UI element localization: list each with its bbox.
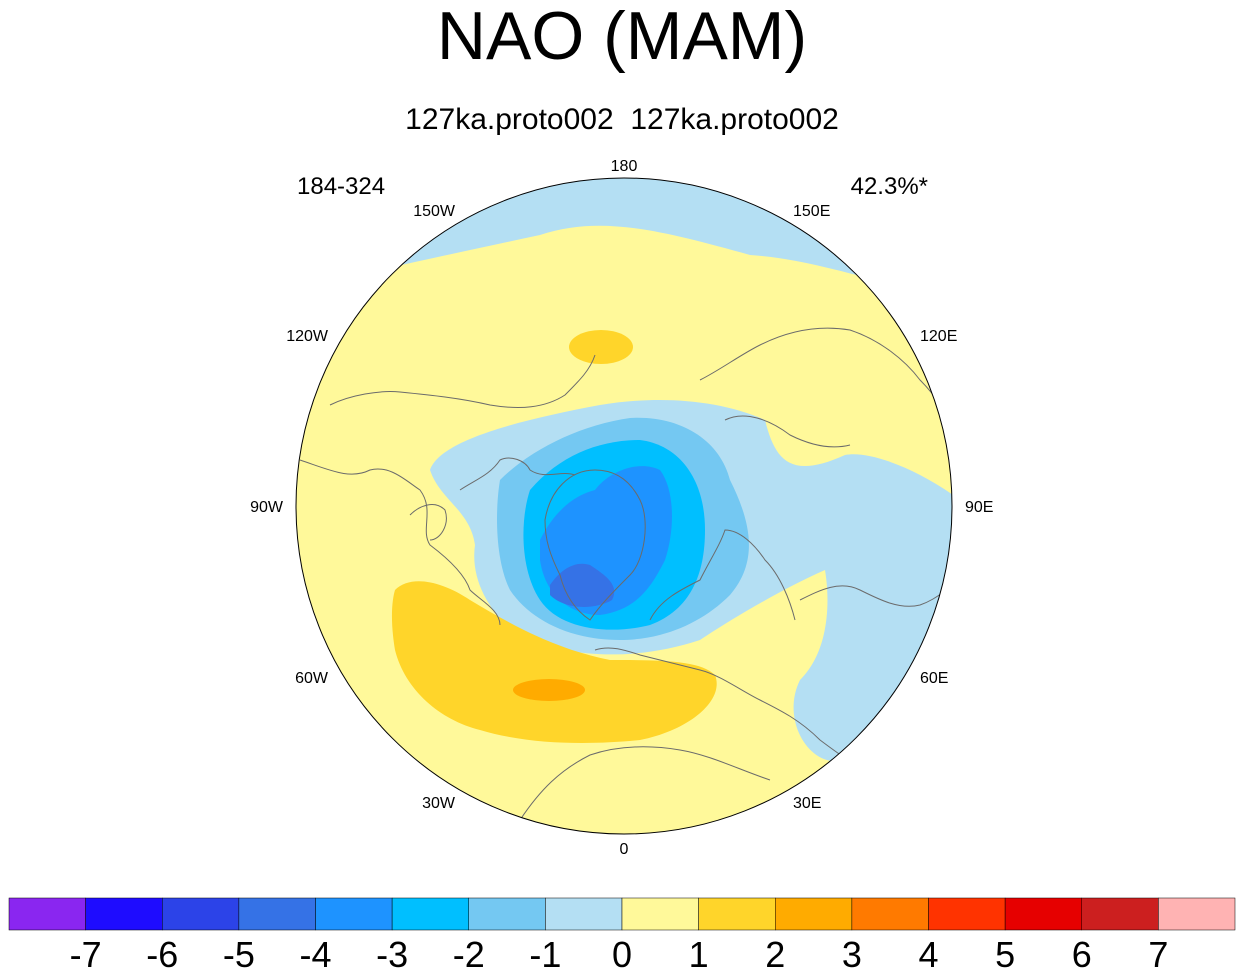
colorbar-box — [698, 897, 776, 931]
colorbar-label: -3 — [376, 934, 409, 975]
lon-label-120e: 120E — [920, 328, 957, 345]
coastlines — [299, 327, 952, 821]
colorbar-label: 0 — [611, 934, 633, 975]
colorbar-box — [315, 897, 393, 931]
colorbar-box — [775, 897, 853, 931]
coast-asia-east — [799, 584, 952, 607]
field-center-neg5 — [550, 563, 615, 607]
lon-label-90e: 90E — [965, 499, 993, 516]
coast-hudson — [409, 504, 447, 541]
lon-label-180: 180 — [611, 158, 638, 175]
colorbar-label: 6 — [1071, 934, 1092, 975]
colorbar-box — [238, 897, 316, 931]
colorbar — [8, 897, 1236, 931]
plot-subtitle: 127ka.proto002 127ka.proto002 — [405, 103, 839, 136]
plot-title: NAO (MAM) — [436, 0, 808, 74]
coast-scandinavia — [649, 529, 796, 621]
colorbar-label: 2 — [765, 934, 786, 975]
lon-label-30w: 30W — [422, 795, 456, 812]
lon-label-60e: 60E — [920, 670, 948, 687]
map-perimeter — [295, 177, 953, 835]
colorbar-box — [1158, 897, 1236, 931]
colorbar-label: -2 — [452, 934, 485, 975]
colorbar-label: -1 — [529, 934, 562, 975]
colorbar-box — [8, 897, 86, 931]
colorbar-label: 4 — [918, 934, 939, 975]
colorbar-label: 1 — [688, 934, 709, 975]
colorbar-box — [851, 897, 929, 931]
field-pacific-pos2 — [569, 330, 633, 364]
left-string: 184-324 — [297, 173, 386, 200]
coast-africa — [519, 746, 771, 821]
lon-label-150e: 150E — [793, 203, 830, 220]
coast-north-america — [299, 459, 501, 626]
colorbar-label: -5 — [222, 934, 255, 975]
field-atlantic-pos3 — [513, 679, 585, 701]
colorbar-box — [391, 897, 469, 931]
colorbar-box — [162, 897, 240, 931]
coast-europe — [594, 647, 881, 776]
right-string: 42.3%* — [850, 173, 928, 200]
colorbar-label: -6 — [146, 934, 179, 975]
coast-russia-arctic — [724, 415, 851, 448]
colorbar-label: -4 — [299, 934, 332, 975]
lon-label-60w: 60W — [295, 670, 329, 687]
coast-canada-arctic — [459, 457, 576, 491]
colorbar-box — [1004, 897, 1082, 931]
colorbar-label: 3 — [841, 934, 862, 975]
colorbar-label: 5 — [995, 934, 1016, 975]
colorbar-label: -7 — [69, 934, 102, 975]
colorbar-box — [545, 897, 623, 931]
coast-alaska — [329, 354, 596, 409]
field-atlantic-pos2 — [391, 581, 717, 743]
coast-greenland — [544, 469, 646, 621]
colorbar-box — [1081, 897, 1159, 931]
lon-label-120w: 120W — [286, 328, 329, 345]
colorbar-box — [928, 897, 1006, 931]
lon-label-90w: 90W — [250, 499, 284, 516]
colorbar-label: 7 — [1148, 934, 1169, 975]
lon-label-0: 0 — [620, 841, 629, 858]
coast-siberia — [699, 327, 951, 431]
colorbar-box — [468, 897, 546, 931]
colorbar-box — [621, 897, 699, 931]
longitude-labels: 180 0 90W 90E 150W 150E 120W 120E 60W 60… — [250, 158, 993, 858]
lon-label-30e: 30E — [793, 795, 821, 812]
lon-label-150w: 150W — [413, 203, 456, 220]
colorbar-box — [85, 897, 163, 931]
